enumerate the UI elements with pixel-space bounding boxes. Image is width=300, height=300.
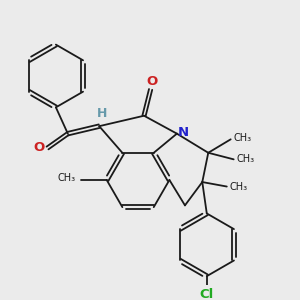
Text: CH₃: CH₃ bbox=[233, 133, 251, 143]
Text: Cl: Cl bbox=[200, 288, 214, 300]
Text: O: O bbox=[146, 75, 158, 88]
Text: H: H bbox=[97, 107, 107, 120]
Text: CH₃: CH₃ bbox=[58, 172, 76, 183]
Text: N: N bbox=[178, 126, 189, 139]
Text: O: O bbox=[33, 142, 44, 154]
Text: CH₃: CH₃ bbox=[229, 182, 247, 191]
Text: CH₃: CH₃ bbox=[236, 154, 254, 164]
